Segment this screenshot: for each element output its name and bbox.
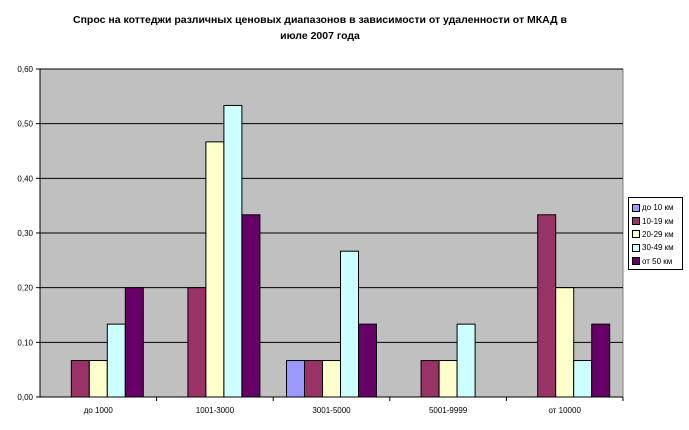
bar [187, 287, 207, 398]
chart-title: Спрос на коттеджи различных ценовых диап… [72, 14, 568, 42]
y-tick-label: 0,10 [17, 338, 33, 347]
legend-label: 10-19 км [642, 216, 674, 226]
legend-item: 10-19 км [632, 214, 682, 227]
legend-label: до 10 км [642, 203, 674, 213]
bars [70, 104, 611, 398]
legend-label: 20-29 км [642, 229, 674, 239]
y-tick-label: 0,20 [17, 284, 33, 293]
bar [205, 141, 225, 398]
bar [223, 104, 243, 398]
bar [286, 360, 305, 398]
y-tick-label: 0,30 [17, 229, 33, 238]
axes [36, 68, 624, 401]
x-tick-label: до 1000 [84, 406, 114, 415]
bar [573, 360, 593, 398]
bar [537, 214, 557, 398]
bar [358, 323, 377, 398]
bar [420, 360, 440, 398]
legend: до 10 км 10-19 км 20-29 км 30-49 км от 50 км [628, 197, 683, 270]
x-tick-label: 3001-5000 [312, 406, 351, 415]
bar [241, 214, 261, 398]
y-tick-labels: 0,00 0,10 0,20 0,30 0,40 0,50 0,60 [17, 65, 33, 402]
legend-swatch [632, 257, 640, 266]
x-tick-label: 5001-9999 [429, 406, 468, 415]
y-tick-label: 0,40 [17, 174, 33, 183]
bar [438, 360, 458, 398]
bar [340, 250, 359, 398]
bar [88, 360, 108, 398]
bar [555, 287, 575, 398]
bar [124, 287, 144, 398]
y-tick-label: 0,50 [17, 120, 33, 129]
y-tick-label: 0,60 [17, 65, 33, 74]
x-tick-label: 1001-3000 [196, 406, 235, 415]
legend-item: 20-29 км [632, 228, 682, 241]
legend-swatch [632, 230, 640, 239]
legend-item: 30-49 км [632, 241, 682, 254]
bar [591, 323, 611, 398]
legend-item: от 50 км [632, 255, 682, 268]
y-tick-label: 0,00 [17, 393, 33, 402]
legend-label: 30-49 км [642, 243, 674, 253]
legend-swatch [632, 203, 640, 212]
legend-label: от 50 км [642, 256, 673, 266]
x-tick-label: от 10000 [548, 406, 581, 415]
x-tick-labels: до 1000 1001-3000 3001-5000 5001-9999 от 100… [84, 406, 582, 415]
bar [322, 360, 341, 398]
bar [106, 323, 126, 398]
bar [70, 360, 90, 398]
bar [456, 323, 476, 398]
legend-swatch [632, 243, 640, 252]
legend-swatch [632, 217, 640, 226]
legend-item: до 10 км [632, 201, 682, 214]
bar [304, 360, 323, 398]
